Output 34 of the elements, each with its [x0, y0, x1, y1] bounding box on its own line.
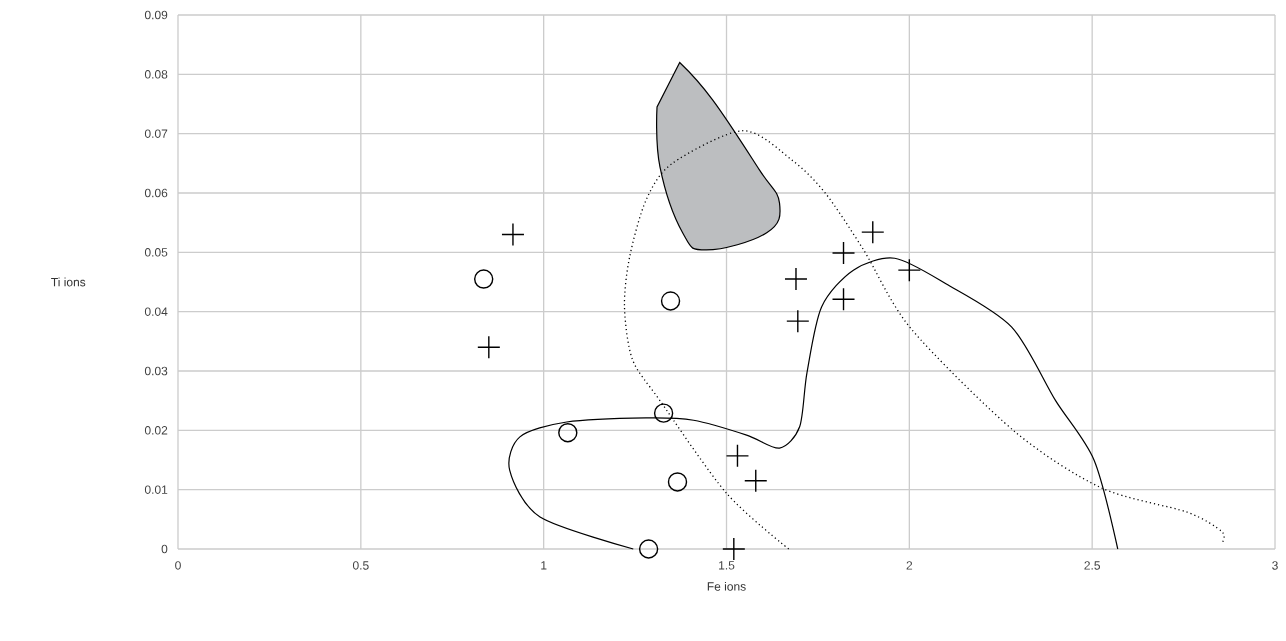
y-tick-label: 0.01 — [144, 485, 168, 494]
point — [660, 291, 681, 311]
y-tick-label: 0.07 — [144, 129, 168, 138]
y-tick-label: 0.06 — [144, 188, 168, 198]
x-tick-label: 3 — [1272, 561, 1278, 570]
x-tick-label: 2.5 — [1084, 561, 1101, 570]
x-axis-title: Fe ions — [707, 581, 746, 591]
y-tick-label: 0.02 — [144, 426, 168, 435]
point — [667, 472, 688, 492]
point — [786, 310, 809, 333]
y-tick-label: 0.09 — [144, 10, 168, 20]
point — [722, 538, 745, 560]
y-tick-label: 0.05 — [144, 248, 168, 257]
point — [784, 268, 807, 291]
x-tick-label: 2 — [906, 561, 913, 570]
point — [861, 221, 884, 244]
x-tick-label: 0.5 — [352, 561, 369, 570]
point — [726, 444, 749, 467]
point — [501, 223, 524, 246]
x-tick-label: 0 — [175, 561, 181, 570]
y-tick-label: 0.03 — [144, 366, 168, 376]
point — [832, 241, 855, 264]
y-tick-label: 0.08 — [144, 70, 168, 79]
x-tick-label: 1.5 — [719, 561, 735, 570]
y-tick-label: 0.04 — [144, 307, 168, 316]
point — [898, 259, 921, 282]
point — [653, 403, 674, 423]
y-tick-label: 0 — [161, 544, 168, 554]
point — [638, 539, 659, 559]
y-axis-title: Ti ions — [51, 277, 86, 287]
point — [474, 269, 494, 289]
x-tick-label: 1 — [541, 561, 547, 570]
point — [558, 423, 578, 443]
point — [477, 336, 500, 359]
